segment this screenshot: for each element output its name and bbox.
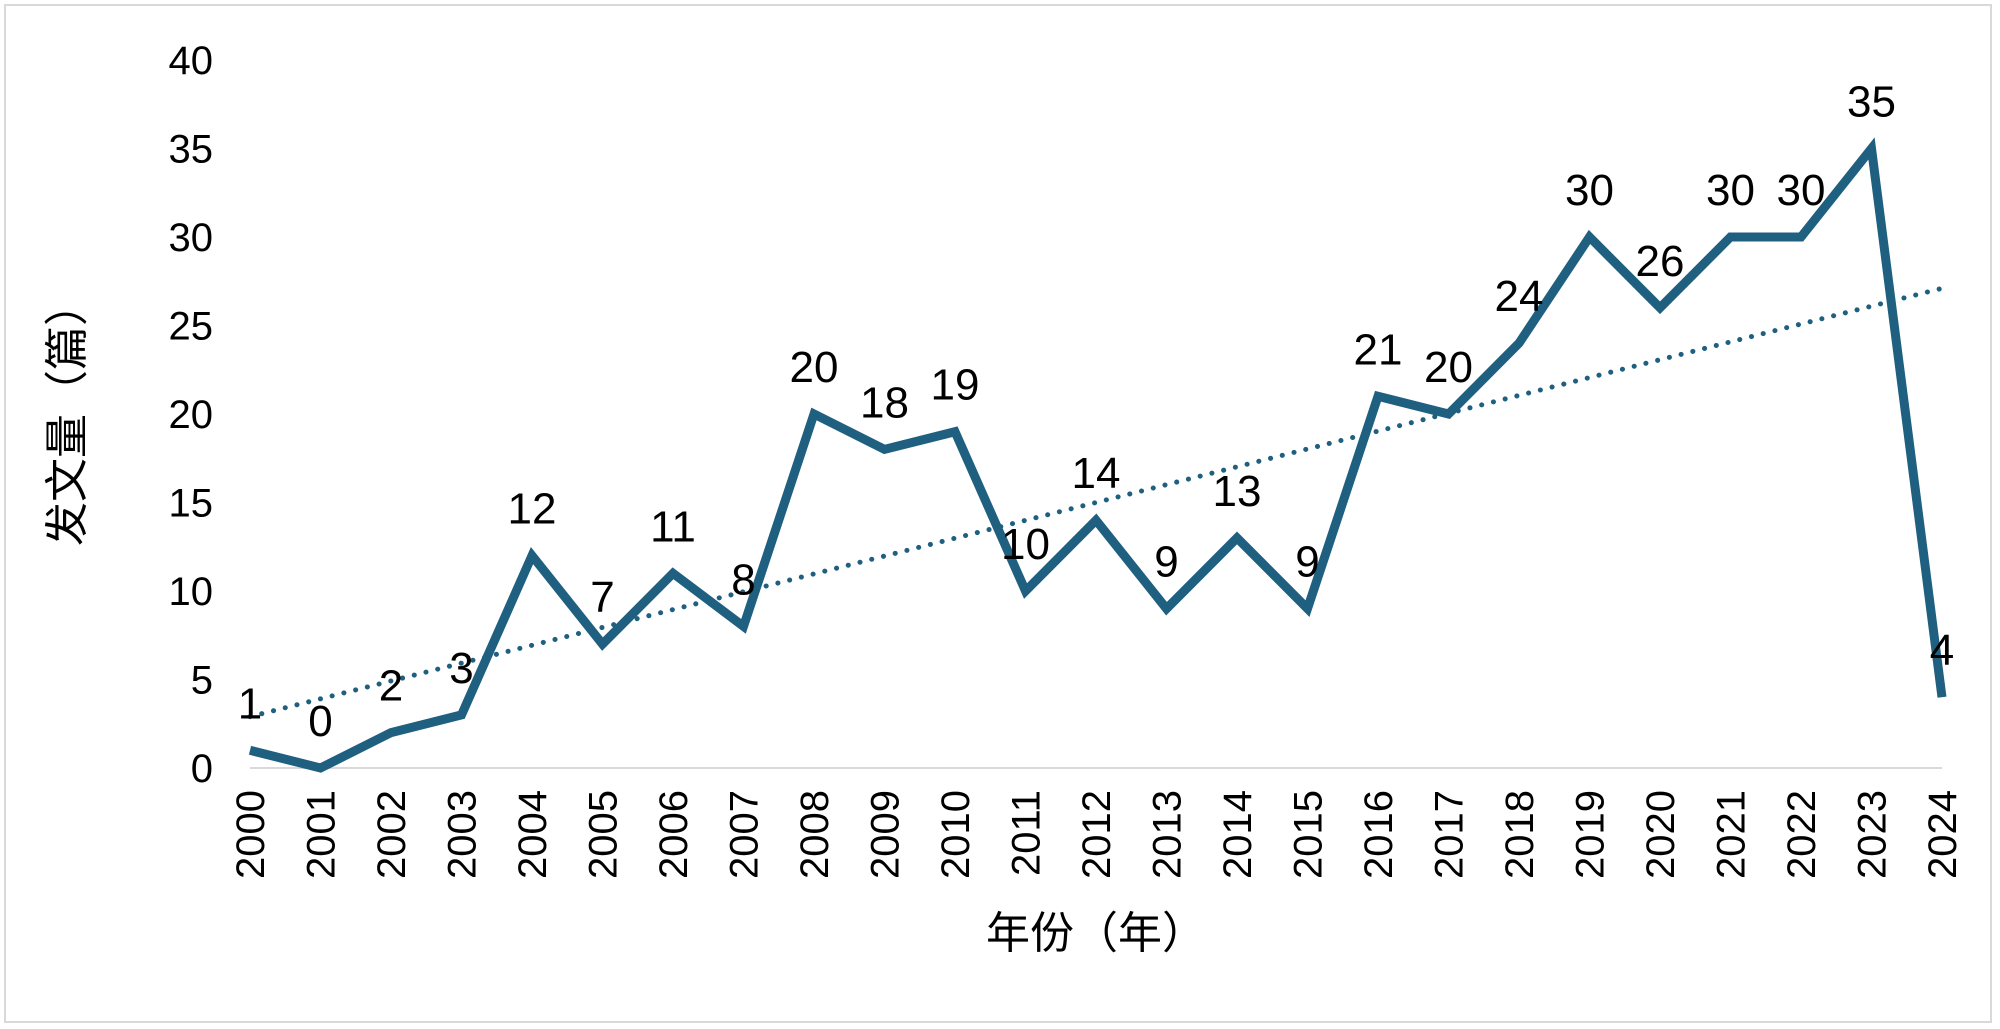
data-label: 20 bbox=[1424, 343, 1473, 392]
y-tick-label: 5 bbox=[191, 659, 213, 703]
data-label: 4 bbox=[1930, 626, 1954, 675]
data-label: 10 bbox=[1001, 520, 1050, 569]
y-axis-title: 发文量（篇） bbox=[42, 282, 93, 546]
data-label: 11 bbox=[650, 502, 696, 551]
x-tick-label: 2017 bbox=[1428, 790, 1472, 879]
x-tick-label: 2023 bbox=[1851, 790, 1895, 879]
x-axis-title: 年份（年） bbox=[986, 908, 1206, 959]
series-line bbox=[248, 137, 1947, 773]
trendline bbox=[247, 285, 1945, 720]
x-tick-label: 2020 bbox=[1639, 790, 1683, 879]
data-label: 35 bbox=[1847, 78, 1896, 127]
data-label: 2 bbox=[379, 662, 403, 711]
x-tick-label: 2004 bbox=[511, 790, 555, 879]
data-label: 24 bbox=[1495, 272, 1544, 321]
data-label: 12 bbox=[508, 485, 557, 534]
data-label: 14 bbox=[1072, 449, 1121, 498]
x-tick-label: 2018 bbox=[1498, 790, 1542, 879]
data-label: 21 bbox=[1354, 325, 1403, 374]
data-label: 30 bbox=[1777, 166, 1826, 215]
y-axis-ticks: 0 5 10 15 20 25 30 35 40 bbox=[169, 39, 214, 791]
x-tick-label: 2019 bbox=[1569, 790, 1613, 879]
x-tick-label: 2021 bbox=[1710, 790, 1754, 879]
data-label: 0 bbox=[308, 697, 332, 746]
y-tick-label: 30 bbox=[169, 216, 214, 260]
x-tick-label: 2008 bbox=[793, 790, 837, 879]
y-tick-label: 40 bbox=[169, 39, 214, 83]
data-label: 20 bbox=[790, 343, 839, 392]
y-tick-label: 25 bbox=[169, 305, 214, 349]
x-tick-label: 2022 bbox=[1780, 790, 1824, 879]
y-tick-label: 20 bbox=[169, 393, 214, 437]
data-label: 30 bbox=[1706, 166, 1755, 215]
data-label: 26 bbox=[1636, 237, 1685, 286]
x-tick-label: 2000 bbox=[229, 790, 273, 879]
x-tick-label: 2015 bbox=[1287, 790, 1331, 879]
x-tick-label: 2016 bbox=[1357, 790, 1401, 879]
chart-frame bbox=[4, 4, 1992, 1023]
data-label: 18 bbox=[860, 378, 909, 427]
x-tick-label: 2014 bbox=[1216, 790, 1260, 879]
y-tick-label: 35 bbox=[169, 128, 214, 172]
x-tick-label: 2013 bbox=[1146, 790, 1190, 879]
x-tick-label: 2002 bbox=[370, 790, 414, 879]
x-tick-label: 2011 bbox=[1005, 790, 1049, 876]
x-tick-label: 2010 bbox=[934, 790, 978, 879]
x-tick-label: 2001 bbox=[300, 790, 344, 879]
x-tick-label: 2003 bbox=[441, 790, 485, 879]
x-tick-label: 2009 bbox=[864, 790, 908, 879]
data-label: 8 bbox=[731, 555, 755, 604]
data-label: 9 bbox=[1154, 538, 1178, 587]
x-tick-label: 2012 bbox=[1075, 790, 1119, 879]
data-label: 30 bbox=[1565, 166, 1614, 215]
x-tick-label: 2005 bbox=[582, 790, 626, 879]
x-tick-label: 2006 bbox=[652, 790, 696, 879]
data-label: 7 bbox=[590, 573, 614, 622]
data-label: 1 bbox=[238, 679, 262, 728]
data-label: 3 bbox=[449, 644, 473, 693]
data-label: 9 bbox=[1295, 538, 1319, 587]
data-label: 13 bbox=[1213, 467, 1262, 516]
x-axis-ticks: 2000 2001 2002 2003 2004 2005 2006 2007 2008 2009… bbox=[229, 790, 1965, 879]
data-label: 19 bbox=[931, 361, 980, 410]
y-tick-label: 0 bbox=[191, 747, 213, 791]
x-tick-label: 2007 bbox=[723, 790, 767, 879]
y-tick-label: 15 bbox=[169, 482, 214, 526]
y-tick-label: 10 bbox=[169, 570, 214, 614]
x-tick-label: 2024 bbox=[1921, 790, 1965, 879]
